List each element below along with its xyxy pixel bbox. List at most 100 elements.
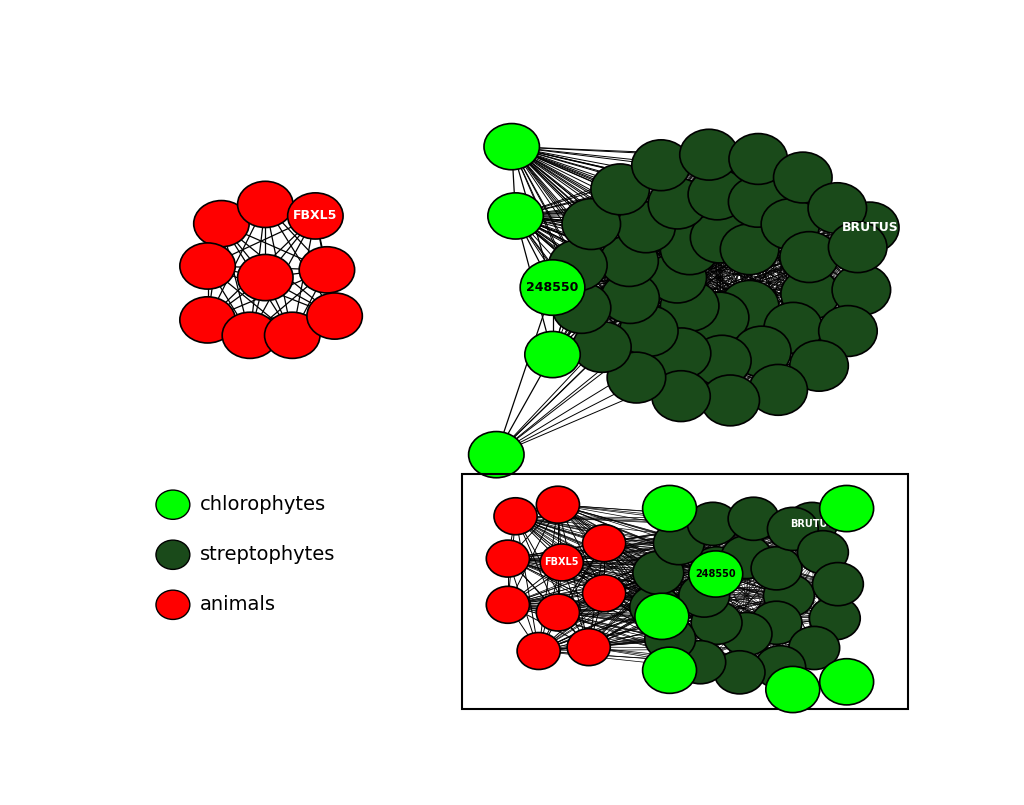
Ellipse shape	[238, 254, 293, 300]
Ellipse shape	[299, 247, 354, 293]
Ellipse shape	[786, 502, 838, 546]
Ellipse shape	[562, 199, 621, 250]
Ellipse shape	[780, 232, 839, 283]
Ellipse shape	[552, 283, 610, 333]
Ellipse shape	[720, 224, 779, 275]
Ellipse shape	[524, 332, 581, 378]
Ellipse shape	[773, 152, 833, 203]
Ellipse shape	[517, 633, 560, 670]
Ellipse shape	[660, 224, 719, 275]
Ellipse shape	[691, 601, 742, 644]
Ellipse shape	[728, 176, 786, 227]
Ellipse shape	[679, 574, 730, 617]
Ellipse shape	[818, 306, 878, 357]
Text: BRUTUS: BRUTUS	[842, 221, 898, 234]
Text: 248550: 248550	[695, 569, 736, 579]
Ellipse shape	[648, 178, 707, 229]
Ellipse shape	[583, 575, 626, 612]
Ellipse shape	[687, 502, 738, 546]
Ellipse shape	[591, 164, 649, 215]
Ellipse shape	[222, 312, 278, 358]
Ellipse shape	[729, 134, 787, 184]
Ellipse shape	[766, 667, 819, 712]
Ellipse shape	[828, 221, 887, 273]
Ellipse shape	[630, 585, 681, 629]
Ellipse shape	[520, 260, 585, 316]
Ellipse shape	[549, 240, 607, 291]
Ellipse shape	[572, 321, 631, 373]
Ellipse shape	[728, 497, 779, 540]
Ellipse shape	[798, 530, 848, 574]
Ellipse shape	[156, 490, 189, 519]
Ellipse shape	[764, 303, 822, 353]
Ellipse shape	[761, 199, 819, 250]
Text: FBXL5: FBXL5	[293, 209, 338, 222]
Bar	[462, 474, 908, 708]
Ellipse shape	[601, 273, 659, 324]
Ellipse shape	[749, 365, 807, 415]
Ellipse shape	[690, 292, 749, 343]
Ellipse shape	[714, 650, 765, 694]
Ellipse shape	[288, 193, 343, 239]
Ellipse shape	[720, 280, 779, 332]
Ellipse shape	[751, 601, 802, 644]
Ellipse shape	[808, 183, 866, 233]
Ellipse shape	[701, 375, 760, 426]
Ellipse shape	[620, 306, 678, 357]
Ellipse shape	[264, 312, 319, 358]
Text: animals: animals	[200, 596, 275, 614]
Ellipse shape	[567, 629, 610, 666]
Ellipse shape	[156, 590, 189, 619]
Ellipse shape	[643, 485, 696, 531]
Ellipse shape	[469, 431, 524, 477]
Ellipse shape	[487, 193, 544, 239]
Ellipse shape	[307, 293, 362, 339]
Ellipse shape	[643, 647, 696, 693]
Ellipse shape	[583, 525, 626, 562]
Text: chlorophytes: chlorophytes	[200, 495, 326, 514]
Ellipse shape	[812, 563, 863, 605]
Ellipse shape	[180, 297, 236, 343]
Ellipse shape	[732, 326, 791, 377]
Ellipse shape	[537, 594, 580, 631]
Ellipse shape	[652, 328, 711, 378]
Ellipse shape	[691, 547, 742, 590]
Ellipse shape	[653, 522, 705, 564]
Ellipse shape	[764, 574, 814, 617]
Ellipse shape	[781, 269, 840, 320]
Ellipse shape	[494, 497, 538, 535]
Ellipse shape	[484, 123, 540, 170]
Ellipse shape	[607, 352, 666, 403]
Ellipse shape	[767, 507, 818, 551]
Ellipse shape	[675, 641, 726, 683]
Text: streptophytes: streptophytes	[200, 545, 335, 564]
Ellipse shape	[788, 626, 840, 670]
Ellipse shape	[648, 252, 707, 303]
Ellipse shape	[156, 540, 189, 569]
Ellipse shape	[751, 547, 802, 590]
Ellipse shape	[616, 202, 675, 253]
Ellipse shape	[833, 264, 891, 316]
Ellipse shape	[600, 236, 658, 287]
Text: 248550: 248550	[526, 281, 579, 294]
Ellipse shape	[755, 646, 806, 689]
Ellipse shape	[633, 551, 684, 594]
Ellipse shape	[809, 597, 860, 640]
Ellipse shape	[721, 535, 772, 579]
Ellipse shape	[537, 486, 580, 523]
Ellipse shape	[819, 658, 873, 705]
Ellipse shape	[645, 617, 695, 660]
Ellipse shape	[680, 130, 738, 180]
Ellipse shape	[690, 212, 749, 263]
Ellipse shape	[692, 335, 752, 386]
Ellipse shape	[635, 593, 689, 639]
Ellipse shape	[721, 613, 772, 655]
Ellipse shape	[790, 341, 848, 391]
Ellipse shape	[632, 140, 690, 191]
Ellipse shape	[194, 200, 249, 247]
Ellipse shape	[819, 485, 873, 531]
Ellipse shape	[486, 540, 529, 577]
Ellipse shape	[541, 544, 584, 581]
Ellipse shape	[180, 243, 236, 289]
Text: BRUTUS: BRUTUS	[790, 519, 835, 529]
